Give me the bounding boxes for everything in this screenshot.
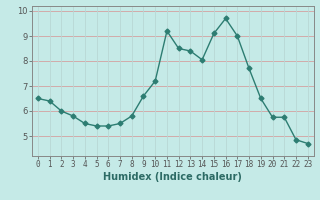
X-axis label: Humidex (Indice chaleur): Humidex (Indice chaleur)	[103, 172, 242, 182]
